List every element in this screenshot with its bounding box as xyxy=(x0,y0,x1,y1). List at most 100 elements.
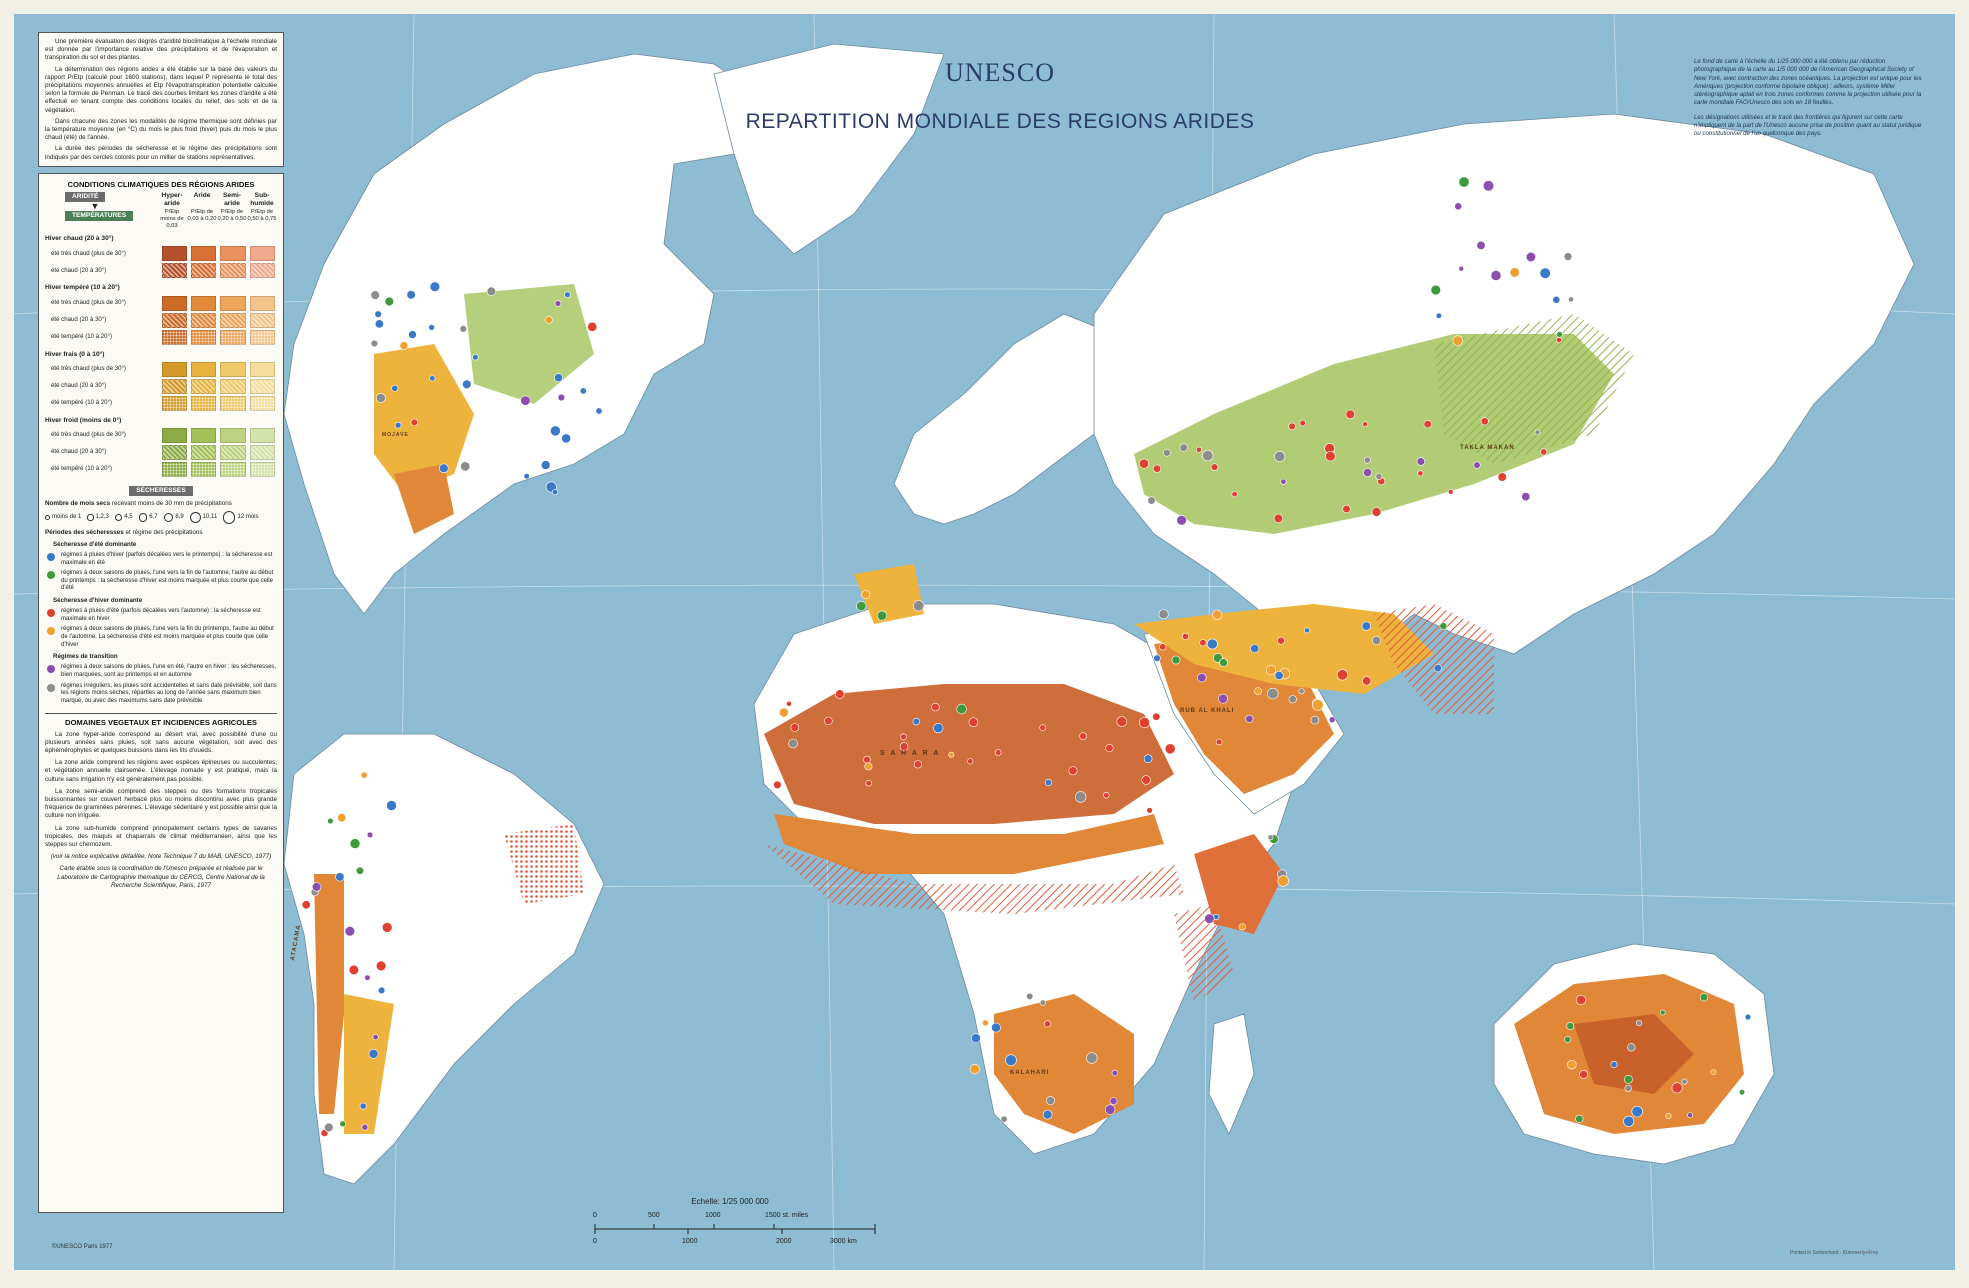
climate-station xyxy=(1310,715,1320,725)
climate-station xyxy=(1556,331,1563,338)
legend-swatch xyxy=(249,395,276,411)
climate-station xyxy=(368,1048,379,1059)
climate-station xyxy=(460,461,471,472)
climate-station xyxy=(1325,451,1336,462)
legend-swatch xyxy=(191,462,217,478)
climate-station xyxy=(956,703,967,715)
climate-station xyxy=(1497,472,1507,482)
legend-swatch xyxy=(249,378,276,394)
climate-station xyxy=(1624,1074,1633,1084)
climate-station xyxy=(1197,672,1207,683)
climate-station xyxy=(1005,1054,1017,1066)
climate-station xyxy=(835,689,845,699)
legend-swatch xyxy=(161,312,188,328)
climate-station xyxy=(824,716,833,726)
legend-swatch xyxy=(161,378,188,394)
climate-station xyxy=(301,900,311,910)
climate-station xyxy=(1218,693,1228,704)
regime-heading: Sécheresse d'été dominante xyxy=(53,540,137,548)
climate-station xyxy=(1266,665,1277,676)
climate-station xyxy=(1375,473,1383,480)
climate-station xyxy=(1566,1022,1575,1030)
legend-panel: Une première évaluation des degrés d'ari… xyxy=(38,32,284,1237)
legend-swatch-row: été très chaud (plus de 30°) xyxy=(45,295,277,312)
legend-swatch xyxy=(191,312,217,328)
scale-bar: Echelle: 1/25 000 000 0 500 1000 1500 st. m… xyxy=(590,1197,880,1248)
ratio-hyper-arid: P/Etp moins de 0,03 xyxy=(160,209,184,230)
climate-station xyxy=(1179,443,1188,452)
climate-station xyxy=(1044,778,1052,787)
legend-swatch xyxy=(161,395,188,411)
zone-sahel-arid xyxy=(774,814,1164,874)
climate-station xyxy=(1274,450,1286,462)
climate-station xyxy=(1567,1059,1577,1070)
legend-swatch xyxy=(220,428,246,444)
climate-station xyxy=(1143,754,1153,764)
scale-label: 500 xyxy=(648,1212,660,1219)
climate-station xyxy=(1482,180,1495,192)
climate-station xyxy=(1521,492,1531,502)
world-map[interactable] xyxy=(14,14,1955,1270)
scale-miles-labels: 0 500 1000 1500 st. miles xyxy=(590,1212,880,1222)
climate-station xyxy=(1665,1112,1672,1120)
dry-months-label: moins de 1 xyxy=(52,514,82,521)
climate-station xyxy=(790,723,800,732)
climate-station xyxy=(1710,1069,1717,1075)
intro-paragraph: Une première évaluation des degrés d'ari… xyxy=(45,38,277,62)
periods-note: et régime des précipitations xyxy=(125,528,203,536)
domains-title: DOMAINES VEGETAUX ET INCIDENCES AGRICOLE… xyxy=(45,713,277,727)
climate-station xyxy=(1304,627,1310,634)
climate-station xyxy=(1280,478,1287,485)
climate-station xyxy=(587,321,598,332)
climate-station xyxy=(1046,1096,1056,1106)
climate-station xyxy=(366,831,374,839)
regime-dot-icon xyxy=(47,571,55,580)
climate-station xyxy=(1277,875,1289,887)
scale-km-labels: 0 1000 2000 3000 km xyxy=(590,1238,880,1248)
legend-swatch xyxy=(220,295,246,311)
climate-station xyxy=(1199,639,1207,647)
legend-swatch xyxy=(191,395,217,411)
climate-station xyxy=(364,974,371,981)
zone-thar-hatch xyxy=(1374,604,1494,714)
regime-item: régimes à deux saisons de pluies, l'une … xyxy=(45,570,277,593)
climate-station xyxy=(1525,251,1536,263)
climate-station xyxy=(408,330,417,339)
disclaimer-paragraph: Les désignations utilisées et le tracé d… xyxy=(1694,113,1922,138)
printer-credit: Printed in Switzerland - Kümmerly+Frey xyxy=(1790,1250,1879,1256)
legend-swatch xyxy=(191,445,217,461)
climate-station xyxy=(348,964,360,976)
dry-months-item: 8,9 xyxy=(163,511,184,523)
climate-station xyxy=(399,341,409,350)
climate-station xyxy=(429,281,441,292)
label-mojave: MOJAVE xyxy=(382,432,409,438)
climate-station xyxy=(335,872,345,882)
dry-months-note: recevant moins de 30 mm de précipitation… xyxy=(111,500,232,508)
climate-station xyxy=(337,813,347,823)
circle-icon xyxy=(189,512,201,524)
climate-station xyxy=(991,1022,1001,1033)
climate-station xyxy=(861,590,871,600)
intro-paragraph: Dans chacune des zones les modalités de … xyxy=(45,117,277,142)
climate-station xyxy=(391,384,399,392)
zone-australia-core xyxy=(1574,1014,1694,1094)
zone-atacama xyxy=(314,874,344,1114)
climate-station xyxy=(1139,458,1150,469)
climate-station xyxy=(370,290,380,300)
climate-station xyxy=(381,922,393,933)
climate-station xyxy=(375,393,386,403)
legend-swatch xyxy=(249,295,276,311)
climate-station xyxy=(773,780,782,789)
legend-swatch-row: été tempéré (10 à 20°) xyxy=(45,329,277,346)
climate-station xyxy=(1490,270,1502,281)
legend-row-label: été chaud (20 à 30°) xyxy=(51,448,107,456)
climate-station xyxy=(1342,504,1351,514)
climate-station xyxy=(1139,717,1151,729)
circle-icon xyxy=(223,511,236,524)
climate-station xyxy=(311,882,322,892)
column-hyper-arid: Hyper-aride xyxy=(161,192,183,207)
legend-swatch xyxy=(191,263,217,279)
climate-station xyxy=(1509,267,1520,278)
climate-station xyxy=(1556,337,1563,344)
climate-station xyxy=(1454,202,1463,211)
